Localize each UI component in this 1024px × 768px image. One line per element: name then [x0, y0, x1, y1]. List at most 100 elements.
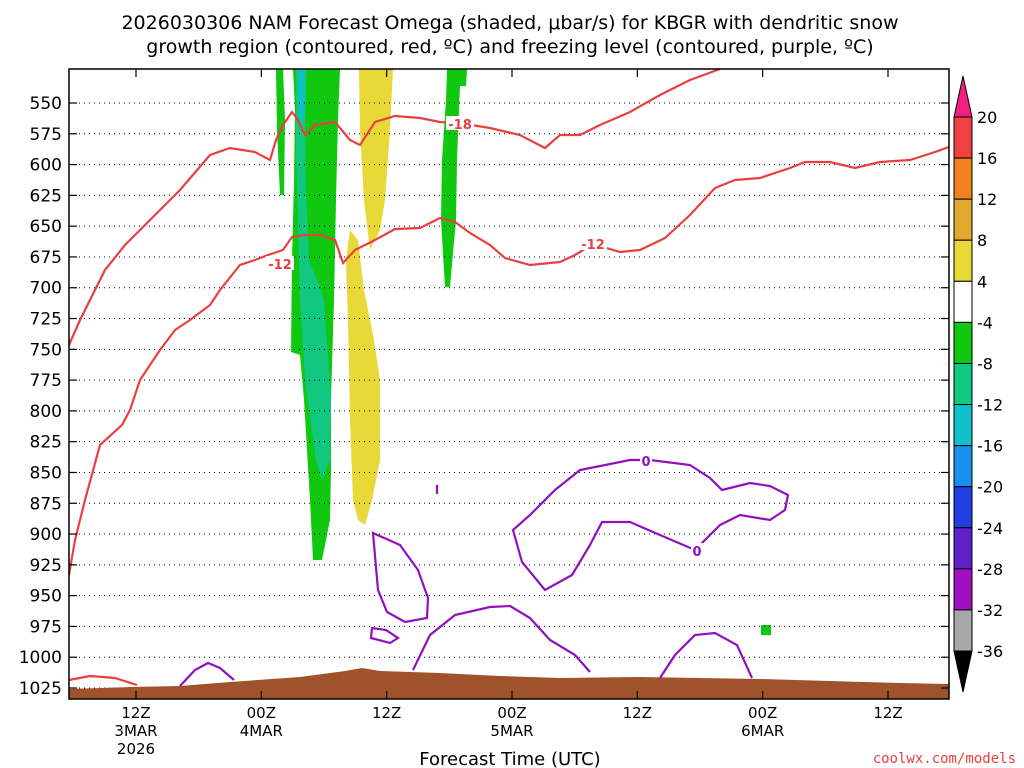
dendritic-contours	[67, 67, 950, 687]
x-tick-date: 5MAR	[490, 722, 533, 740]
colorbar-segment	[953, 609, 973, 652]
colorbar: 20 16 12 8 4 -4 -8 -12 -16 -20 -24 -28 -32 -36	[953, 75, 1003, 693]
y-tick-label: 775	[30, 371, 62, 391]
colorbar-segment	[953, 445, 973, 488]
colorbar-segment	[953, 321, 973, 364]
chart-title-line2: growth region (contoured, red, ºC) and f…	[146, 36, 873, 58]
y-tick-label: 600	[30, 156, 62, 176]
x-tick-date: 3MAR	[114, 722, 157, 740]
colorbar-label: -4	[977, 313, 993, 332]
y-tick-label: 625	[30, 186, 62, 206]
y-tick-label: 850	[30, 463, 62, 483]
y-tick-label: 800	[30, 402, 62, 422]
colorbar-label: -20	[977, 478, 1003, 497]
contour-label: -18	[448, 118, 472, 133]
colorbar-label: -36	[977, 642, 1003, 661]
contour-label-bg	[266, 256, 294, 270]
x-tick-label: 12Z	[623, 704, 652, 722]
y-tick-label: 700	[30, 279, 62, 299]
freezing-contour-right	[659, 631, 754, 679]
credit-text: coolwx.com/models	[873, 751, 1016, 767]
colorbar-label: -32	[977, 601, 1003, 620]
y-tick-label: 650	[30, 217, 62, 237]
colorbar-bottom-arrow	[953, 650, 973, 693]
x-tick-label: 00Z	[497, 704, 526, 722]
y-tick-label: 575	[30, 125, 62, 145]
x-tick-label: 12Z	[121, 704, 150, 722]
colorbar-segment	[953, 157, 973, 200]
y-tick-label: 975	[30, 617, 62, 637]
contour-minus18	[67, 67, 721, 346]
colorbar-label: 12	[977, 190, 997, 209]
colorbar-segment	[953, 198, 973, 241]
x-tick-label: 12Z	[873, 704, 902, 722]
y-tick-label: 1025	[19, 679, 62, 699]
freezing-contour-big	[511, 458, 790, 592]
y-tick-label: 825	[30, 433, 62, 453]
freezing-contours	[179, 458, 790, 687]
freezing-contour-small	[369, 626, 401, 645]
x-tick-date: 4MAR	[240, 722, 283, 740]
omega-teal-main	[296, 69, 331, 480]
colorbar-segment	[953, 404, 973, 447]
colorbar-label: -16	[977, 437, 1003, 456]
chart-title-line1: 2026030306 NAM Forecast Omega (shaded, μ…	[121, 12, 898, 34]
y-axis: 550 575 600 625 650 675 700 725 750 775 800 825 850 8…	[19, 94, 949, 699]
omega-green-speck	[761, 625, 771, 635]
colorbar-label: 16	[977, 149, 997, 168]
y-tick-label: 750	[30, 340, 62, 360]
colorbar-label: -12	[977, 396, 1003, 415]
colorbar-segment	[953, 362, 973, 406]
x-tick-label: 00Z	[247, 704, 276, 722]
x-axis-label: Forecast Time (UTC)	[419, 749, 600, 768]
x-tick-date: 6MAR	[741, 722, 784, 740]
x-tick-label: 00Z	[748, 704, 777, 722]
plot-border	[68, 68, 950, 700]
colorbar-segment	[953, 280, 973, 323]
y-tick-label: 725	[30, 310, 62, 330]
y-tick-label: 900	[30, 525, 62, 545]
terrain-fill	[69, 668, 949, 699]
x-tick-year: 2026	[117, 740, 155, 758]
contour-label: 0	[692, 545, 701, 560]
y-tick-label: 1000	[19, 648, 62, 668]
colorbar-segment	[953, 568, 973, 611]
freezing-contour-loop	[371, 531, 430, 624]
y-tick-label: 875	[30, 494, 62, 514]
omega-cyan-core	[298, 70, 305, 130]
contour-surface-red	[68, 674, 138, 687]
colorbar-label: 8	[977, 231, 987, 250]
contour-label-bg	[579, 236, 607, 250]
contour-label-bg	[640, 453, 652, 467]
contour-minus12	[67, 145, 950, 576]
colorbar-segment	[953, 527, 973, 570]
y-tick-label: 925	[30, 556, 62, 576]
y-tick-label: 950	[30, 587, 62, 607]
plot-area	[69, 69, 949, 699]
omega-yellow-upper	[359, 69, 393, 250]
contour-label-bg	[446, 116, 474, 130]
colorbar-label: 4	[977, 272, 987, 291]
colorbar-segment	[953, 116, 973, 159]
contour-labels: -18 -12 -12 0 0	[266, 116, 703, 560]
freezing-contour-left	[179, 661, 235, 687]
y-tick-label: 675	[30, 248, 62, 268]
colorbar-label: -8	[977, 354, 993, 373]
contour-label-bg	[691, 543, 703, 557]
colorbar-top-arrow	[953, 75, 973, 118]
contour-label: -12	[581, 238, 605, 253]
colorbar-label: -24	[977, 519, 1003, 538]
x-tick-label: 12Z	[372, 704, 401, 722]
omega-yellow-lower	[346, 230, 380, 525]
colorbar-label: -28	[977, 560, 1003, 579]
y-tick-label: 550	[30, 94, 62, 114]
contour-label: -12	[268, 258, 292, 273]
colorbar-segment	[953, 486, 973, 529]
grid-lines	[69, 102, 949, 689]
contour-label: 0	[641, 455, 650, 470]
colorbar-segment	[953, 239, 973, 282]
colorbar-label: 20	[977, 108, 997, 127]
freezing-contour-dome	[412, 604, 591, 673]
